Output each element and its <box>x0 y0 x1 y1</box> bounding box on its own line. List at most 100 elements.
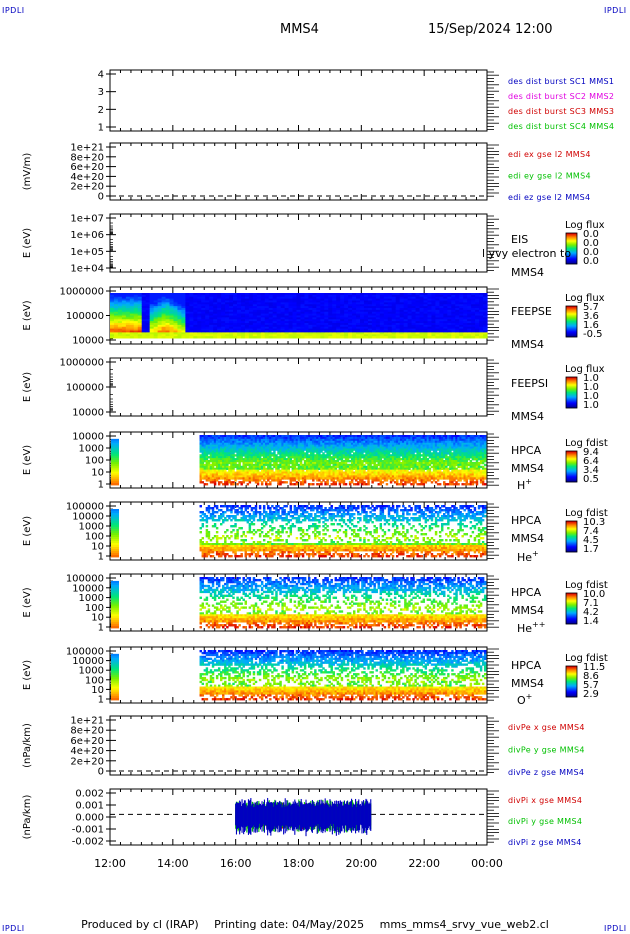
feepse-cell <box>427 324 433 328</box>
feepse-cell <box>320 308 325 311</box>
feepse-cell <box>260 311 266 315</box>
feepse-cell <box>189 319 194 322</box>
feepse-cell <box>387 328 393 331</box>
feepse-cell <box>137 304 143 307</box>
feepse-cell <box>240 293 246 296</box>
feepse-cell <box>141 293 147 296</box>
feepse-cell <box>371 294 377 298</box>
feepse-cell <box>379 311 385 315</box>
feepse-cell <box>407 334 413 337</box>
feepse-cell <box>133 296 139 300</box>
feepse-cell <box>407 300 413 303</box>
hpca_h-cell <box>238 444 241 447</box>
feepse-cell <box>129 296 135 300</box>
feepse-cell <box>459 334 464 337</box>
feepse-cell <box>288 300 294 303</box>
panel-hpca_h-cbar-cell <box>566 465 577 467</box>
panel-hpca_o-cbar-cell <box>566 689 577 691</box>
feepse-cell <box>447 321 452 324</box>
feepse-cell <box>483 308 488 311</box>
feepse-cell <box>161 298 167 301</box>
feepse-cell <box>137 315 143 318</box>
feepse-cell <box>177 313 183 316</box>
feepse-cell <box>149 319 155 322</box>
feepse-cell <box>391 309 397 313</box>
hpca_h-cell <box>203 444 207 447</box>
feepse-cell <box>443 298 448 301</box>
hpca_h-cell <box>238 461 241 465</box>
feepse-cell <box>110 319 115 322</box>
feepse-cell <box>189 304 194 307</box>
feepse-cell <box>217 336 222 339</box>
feepse-cell <box>439 308 444 311</box>
feepse-cell <box>344 300 349 303</box>
feepse-cell <box>260 324 266 328</box>
hpca_h-cell <box>222 477 225 480</box>
feepse-cell <box>391 330 397 333</box>
hpca_h-cell <box>222 444 225 447</box>
feepse-cell <box>141 302 147 305</box>
feepse-cell <box>352 324 357 328</box>
feepse-cell <box>149 300 155 303</box>
feepse-cell <box>415 328 421 331</box>
panel-hpca_o-cbar-cell <box>566 674 577 676</box>
hpca_h-cell <box>217 475 221 478</box>
feepse-cell <box>173 326 179 330</box>
panel-hpca_hepp-cbar-cell <box>566 596 577 598</box>
panel-hpca_he-cbar-cell <box>566 547 577 549</box>
feepse-cell <box>153 334 159 337</box>
feepse-cell <box>244 334 250 337</box>
feepse-cell <box>427 313 433 316</box>
feepse-cell <box>447 326 452 330</box>
hpca_h-cell <box>236 460 239 463</box>
feepse-cell <box>356 317 361 320</box>
panel-hpca_h-cbar-cell <box>566 458 577 460</box>
hpca_h-cell <box>201 471 205 474</box>
feepse-cell <box>427 309 433 313</box>
feepse-cell <box>260 315 266 318</box>
hpca_h-cell <box>209 458 213 461</box>
hpca_h-cell <box>211 435 215 438</box>
feepse-cell <box>252 311 258 315</box>
panel-hpca_he-cbar-tick: 7.4 <box>583 526 599 537</box>
panel-hpca_o-cbar-cell <box>566 693 577 695</box>
hpca_h-cell <box>213 454 217 457</box>
hpca_h-cell <box>238 448 241 451</box>
feepse-cell <box>407 328 413 331</box>
hpca_h-cell <box>217 452 221 455</box>
feepse-cell <box>276 294 282 298</box>
hpca_h-cell <box>111 481 119 484</box>
panel-spacecraft-ytick-label: 1 <box>98 123 104 134</box>
feepse-cell <box>363 330 369 333</box>
feepse-cell <box>308 293 313 296</box>
feepse-cell <box>288 306 294 309</box>
feepse-cell <box>419 300 425 303</box>
feepse-cell <box>439 332 444 335</box>
feepse-cell <box>308 336 313 339</box>
panel-hpca_hepp-cbar-cell <box>566 616 577 618</box>
feepse-cell <box>165 321 171 324</box>
feepse-cell <box>240 315 246 318</box>
feepse-cell <box>125 311 131 315</box>
feepse-cell <box>205 324 210 328</box>
feepse-cell <box>288 311 294 315</box>
hpca_h-cell <box>234 458 237 461</box>
feepse-cell <box>475 302 480 305</box>
feepse-cell <box>467 317 472 320</box>
feepse-cell <box>439 300 444 303</box>
feepse-cell <box>205 317 210 320</box>
feepse-cell <box>113 332 119 335</box>
feepse-cell <box>248 308 254 311</box>
feepse-cell <box>427 306 433 309</box>
feepse-cell <box>280 315 286 318</box>
feepse-cell <box>244 326 250 330</box>
hpca_h-cell <box>111 473 119 476</box>
panel-feepsi-cbar-tick: 1.0 <box>583 382 599 393</box>
panel-feepse-cbar-cell <box>566 329 577 331</box>
feepse-cell <box>296 317 302 320</box>
feepse-cell <box>161 306 167 309</box>
feepse-cell <box>244 298 250 301</box>
feepse-cell <box>443 296 448 300</box>
feepse-cell <box>292 324 298 328</box>
hpca_h-cell <box>230 461 233 465</box>
